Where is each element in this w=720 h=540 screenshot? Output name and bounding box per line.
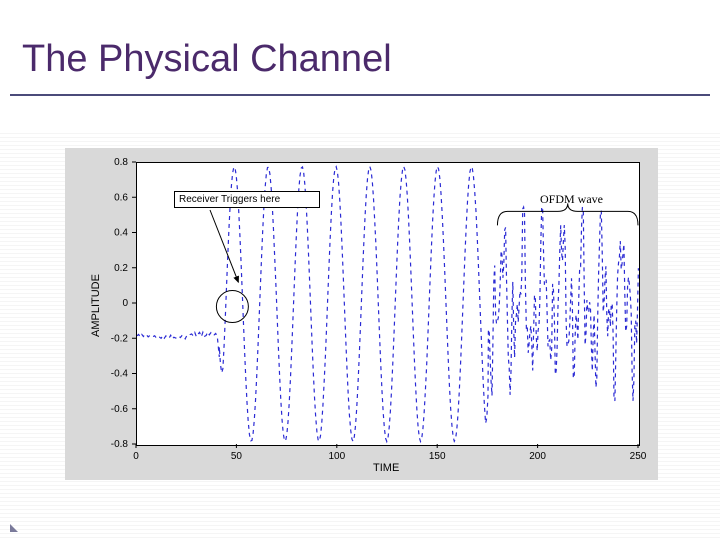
slide-title: The Physical Channel — [22, 38, 392, 81]
y-axis-label: AMPLITUDE — [90, 274, 102, 337]
annotation-ofdm-wave: OFDM wave — [540, 192, 603, 207]
title-underline — [10, 94, 710, 96]
corner-notch-icon — [10, 520, 22, 532]
x-axis-label: TIME — [373, 462, 399, 474]
annotation-receiver-triggers: Receiver Triggers here — [174, 191, 320, 208]
